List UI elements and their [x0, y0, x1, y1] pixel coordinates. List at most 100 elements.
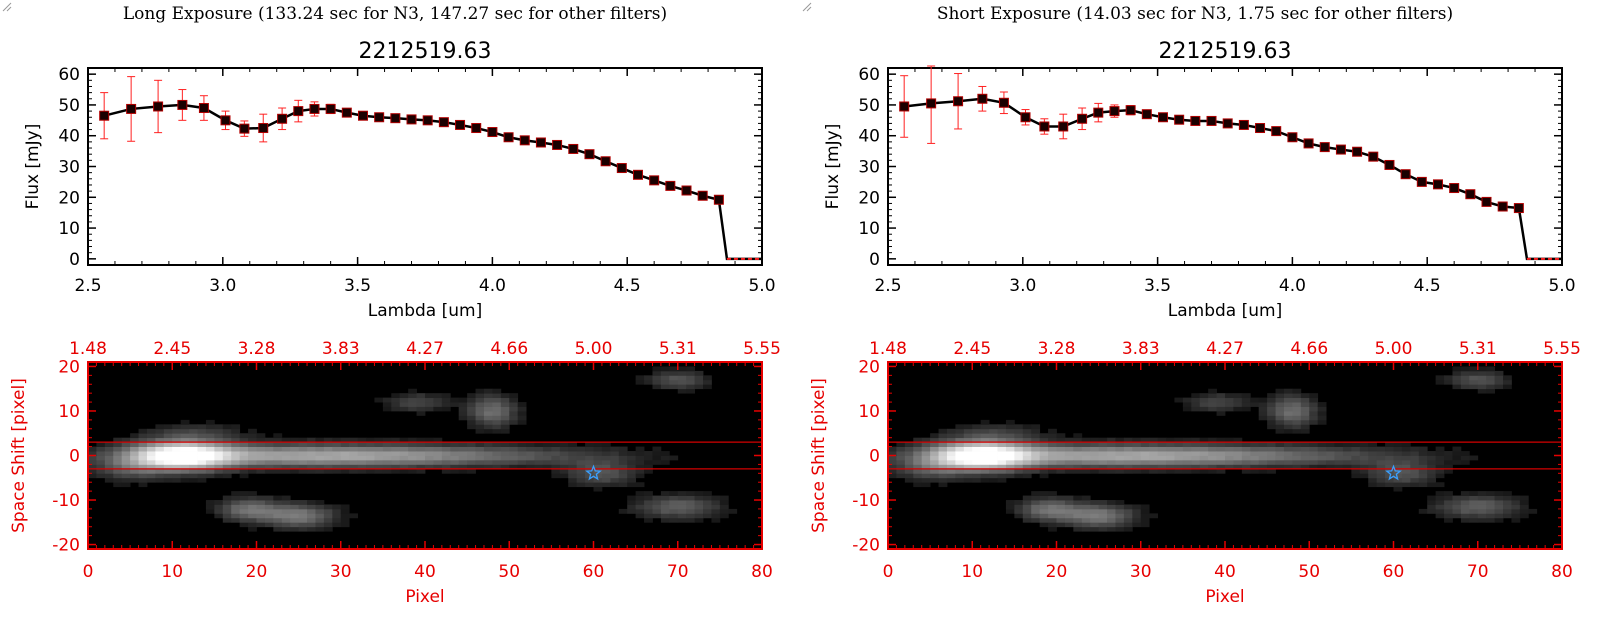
image-pixel — [180, 446, 190, 452]
image-pixel — [1258, 459, 1268, 465]
image-pixel — [1511, 500, 1521, 505]
image-pixel — [1368, 477, 1378, 483]
image-pixel — [972, 437, 982, 443]
image-pixel — [1233, 442, 1243, 447]
image-pixel — [635, 464, 645, 470]
image-pixel — [1486, 504, 1495, 510]
data-point — [632, 169, 643, 180]
image-pixel — [1014, 428, 1024, 434]
image-pixel — [1300, 442, 1310, 447]
image-pixel — [214, 455, 224, 461]
image-pixel — [972, 455, 982, 461]
image-pixel — [315, 446, 325, 452]
image-pixel — [1090, 517, 1100, 523]
image-pixel — [475, 446, 485, 452]
image-pixel — [1283, 397, 1293, 403]
image-pixel — [627, 495, 637, 501]
image-pixel — [1460, 455, 1470, 461]
image-pixel — [1098, 500, 1108, 505]
y-axis-label: Flux [mJy] — [823, 124, 843, 210]
image-pixel — [1048, 491, 1057, 496]
image-pixel — [146, 433, 156, 439]
image-pixel — [264, 437, 274, 443]
image-pixel — [1233, 459, 1243, 465]
image-pixel — [1267, 455, 1276, 461]
image-pixel — [492, 464, 502, 470]
image-pixel — [1081, 508, 1091, 514]
image-pixel — [1064, 451, 1074, 456]
image-pixel — [719, 513, 729, 519]
image-pixel — [1031, 504, 1041, 510]
image-pixel — [1199, 451, 1209, 456]
image-pixel — [357, 459, 367, 465]
image-pixel — [189, 477, 198, 483]
y-tick-label: 10 — [58, 219, 80, 239]
image-pixel — [273, 495, 283, 501]
image-pixel — [652, 366, 662, 372]
image-pixel — [315, 522, 325, 528]
image-pixel — [559, 455, 569, 461]
image-pixel — [1326, 455, 1335, 461]
image-pixel — [644, 464, 653, 470]
image-pixel — [703, 379, 712, 385]
image-pixel — [660, 451, 670, 456]
image-pixel — [938, 437, 948, 443]
image-pixel — [205, 437, 215, 443]
image-pixel — [340, 446, 350, 452]
image-pixel — [1233, 451, 1243, 456]
image-pixel — [425, 393, 434, 399]
image-pixel — [660, 384, 670, 390]
image-pixel — [888, 468, 897, 474]
image-pixel — [517, 446, 527, 452]
image-pixel — [357, 455, 367, 461]
image-pixel — [500, 419, 510, 425]
data-point — [198, 103, 209, 114]
resize-grip-icon[interactable] — [0, 0, 12, 12]
image-pixel — [1283, 455, 1293, 461]
image-pixel — [205, 442, 215, 447]
image-pixel — [340, 464, 350, 470]
image-pixel — [888, 473, 897, 479]
image-pixel — [1140, 455, 1150, 461]
image-pixel — [1216, 437, 1226, 443]
top-tick-label: 2.45 — [953, 339, 991, 359]
image-pixel — [374, 437, 384, 443]
image-pixel — [1031, 500, 1041, 505]
image-pixel — [938, 442, 948, 447]
image-pixel — [921, 446, 931, 452]
image-pixel — [1460, 504, 1470, 510]
image-pixel — [585, 473, 594, 479]
image-pixel — [593, 473, 603, 479]
image-pixel — [307, 522, 316, 528]
image-pixel — [1401, 442, 1411, 447]
image-pixel — [155, 464, 165, 470]
image-pixel — [1199, 442, 1209, 447]
image-pixel — [315, 508, 325, 514]
image-pixel — [1039, 500, 1049, 505]
image-pixel — [374, 464, 384, 470]
data-point — [422, 115, 433, 126]
image-pixel — [1005, 428, 1015, 434]
image-pixel — [618, 446, 628, 452]
image-pixel — [896, 451, 906, 456]
image-pixel — [1073, 526, 1083, 532]
image-pixel — [1300, 451, 1310, 456]
image-pixel — [483, 410, 493, 416]
image-pixel — [1444, 468, 1453, 474]
image-pixel — [264, 500, 274, 505]
image-pixel — [214, 468, 224, 474]
image-pixel — [374, 451, 384, 456]
x-tick-label: 3.0 — [1009, 276, 1036, 296]
image-pixel — [1208, 459, 1217, 465]
data-point — [713, 194, 724, 205]
y-tick-label: 60 — [858, 65, 880, 85]
image-pixel — [1418, 455, 1428, 461]
image-pixel — [677, 500, 687, 505]
image-pixel — [921, 477, 931, 483]
resize-grip-icon[interactable] — [800, 0, 812, 12]
image-pixel — [1427, 459, 1437, 465]
image-pixel — [660, 379, 670, 385]
image-pixel — [357, 437, 367, 443]
image-pixel — [677, 384, 687, 390]
image-pixel — [382, 446, 392, 452]
